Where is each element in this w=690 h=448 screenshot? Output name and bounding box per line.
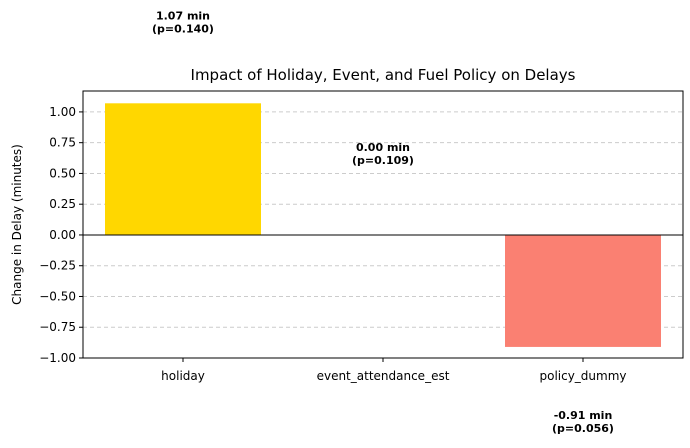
y-tick-label: 0.00: [49, 228, 76, 242]
annotation-pvalue: (p=0.056): [552, 422, 614, 435]
bar-policy_dummy: [505, 234, 661, 347]
bar-holiday: [105, 103, 261, 235]
y-tick-label: −0.50: [39, 289, 76, 303]
y-tick-label: −0.75: [39, 320, 76, 334]
annotation-value: 1.07 min: [156, 9, 210, 22]
annotation-pvalue: (p=0.109): [352, 154, 414, 167]
y-axis-ticks: −1.00 −0.75 −0.50 −0.25 0.00 0.25 0.50 0.75 1.00: [39, 105, 83, 365]
x-tick-label: policy_dummy: [539, 369, 626, 383]
y-tick-label: 0.75: [49, 136, 76, 150]
x-axis-ticks: holiday event_attendance_est policy_dummy: [161, 358, 627, 383]
y-tick-label: 0.25: [49, 197, 76, 211]
bars: [105, 103, 661, 347]
annotation-value: -0.91 min: [554, 409, 613, 422]
x-tick-label: event_attendance_est: [317, 369, 450, 383]
bar-annotations: 1.07 min(p=0.140) 0.00 min(p=0.109) -0.91 …: [152, 9, 614, 435]
y-axis-label: Change in Delay (minutes): [10, 144, 24, 305]
x-tick-label: holiday: [161, 369, 205, 383]
y-tick-label: 1.00: [49, 105, 76, 119]
annotation-pvalue: (p=0.140): [152, 22, 214, 35]
y-tick-label: −0.25: [39, 259, 76, 273]
y-tick-label: 0.50: [49, 166, 76, 180]
y-tick-label: −1.00: [39, 351, 76, 365]
chart-title: Impact of Holiday, Event, and Fuel Polic…: [191, 66, 576, 84]
annotation-value: 0.00 min: [356, 141, 410, 154]
